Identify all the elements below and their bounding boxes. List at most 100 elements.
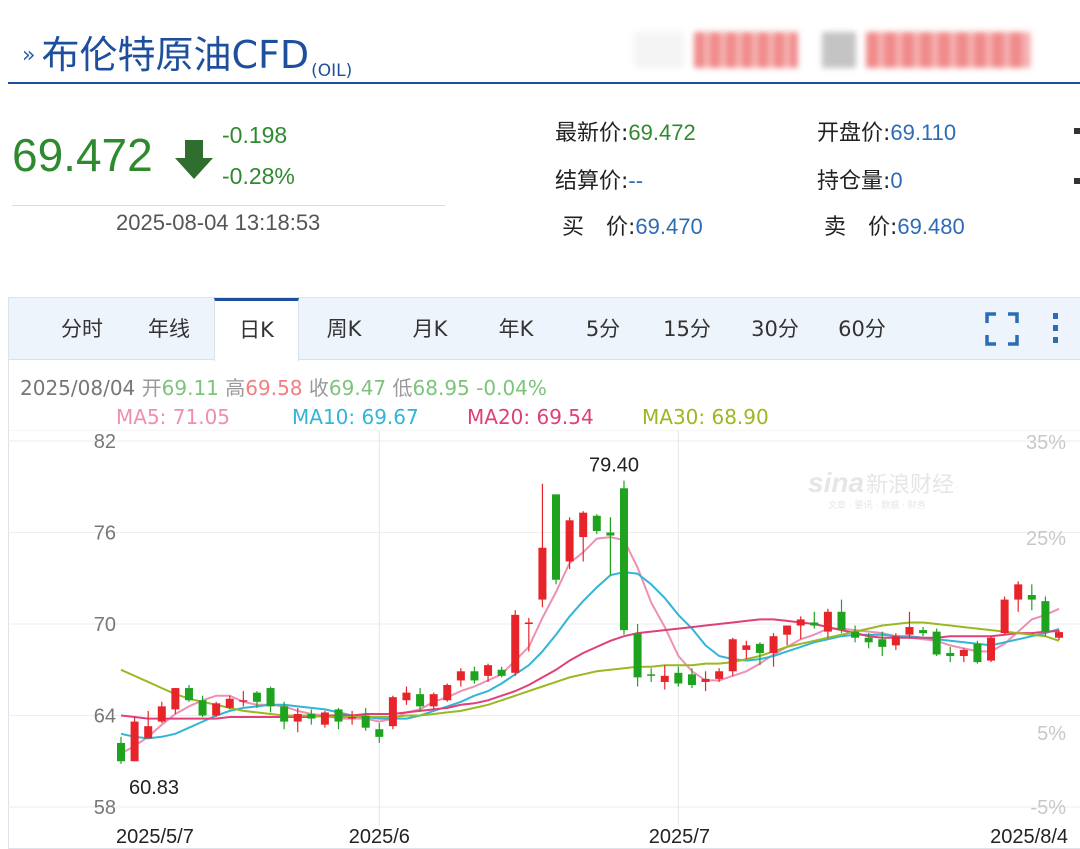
candle-body	[796, 619, 805, 626]
max-price-label: 79.40	[589, 455, 639, 477]
page-header: » 布伦特原油CFD (OIL)	[0, 0, 1080, 84]
field-label: 最新价:	[555, 121, 629, 146]
field-label: 买 价:	[562, 215, 636, 240]
tab-daily-k[interactable]: 日K	[214, 298, 299, 361]
quote-divider	[12, 205, 445, 206]
candle-body	[429, 694, 438, 707]
candle-body	[212, 703, 221, 716]
field-bid: 买 价:69.470	[562, 209, 703, 241]
y-pct-label: 25%	[1026, 528, 1066, 550]
candle-body	[184, 688, 193, 701]
clipped-field-mark	[1074, 178, 1080, 184]
candle-body	[606, 532, 615, 536]
ma10-line	[120, 571, 1060, 740]
blurred-link-1[interactable]	[694, 32, 798, 68]
candle-body	[919, 630, 928, 634]
candle-body	[293, 713, 302, 722]
candle-body	[117, 742, 125, 762]
tab-weekly-k[interactable]: 周K	[326, 317, 362, 341]
candle-body	[130, 721, 139, 762]
y-tick-label: 76	[94, 523, 116, 545]
candle-body	[1000, 599, 1009, 634]
candle-body	[946, 652, 955, 657]
candle-body	[687, 674, 696, 685]
fullscreen-icon[interactable]	[985, 312, 1019, 346]
kline-chart[interactable]: sina 新浪财经 文章 · 要讯 · 数据 · 财务 82 76 70 64 58 35…	[0, 430, 1080, 849]
tab-60min[interactable]: 60分	[838, 317, 886, 341]
x-tick-label: 2025/8/4	[990, 826, 1068, 848]
ma20-line	[120, 618, 1060, 720]
candle-body	[524, 622, 533, 624]
candle-body	[864, 637, 873, 643]
candle-body	[1041, 601, 1050, 632]
candle-body	[837, 611, 846, 631]
tab-15min[interactable]: 15分	[663, 317, 711, 341]
tab-year-line[interactable]: 年线	[148, 317, 190, 341]
candle-body	[375, 729, 384, 737]
min-price-label: 60.83	[129, 777, 179, 799]
candle-body	[157, 706, 166, 722]
info-high: 69.58	[245, 376, 303, 400]
field-value: 0	[890, 168, 903, 193]
ma20-legend: MA20: 69.54	[467, 405, 594, 429]
down-arrow-icon	[175, 140, 213, 179]
tab-30min[interactable]: 30分	[751, 317, 799, 341]
y-tick-label: 70	[94, 614, 116, 636]
candle-body	[823, 611, 832, 632]
candle-body	[239, 700, 248, 702]
tab-5min[interactable]: 5分	[585, 317, 621, 341]
candle-body	[783, 625, 792, 635]
info-date: 2025/08/04	[20, 376, 136, 400]
candle-body	[728, 639, 737, 672]
candle-body	[334, 709, 343, 722]
candle-body	[1055, 632, 1063, 638]
field-value: 69.480	[897, 214, 965, 239]
field-last: 最新价:69.472	[555, 115, 696, 147]
blurred-link-2[interactable]	[866, 32, 1030, 68]
candle-body	[973, 643, 982, 663]
info-low: 68.95	[412, 376, 470, 400]
candle-body	[959, 649, 968, 657]
candle-body	[171, 688, 180, 710]
ma10-legend: MA10: 69.67	[292, 405, 419, 429]
info-open-label: 开	[141, 376, 162, 400]
ma-value: 69.67	[361, 405, 419, 429]
candle-body	[456, 671, 465, 681]
info-open: 69.11	[161, 376, 219, 400]
candle-body	[633, 633, 642, 678]
candle-body	[619, 488, 628, 631]
ma-label: MA20:	[467, 405, 531, 429]
clipped-field-mark	[1074, 128, 1080, 134]
candle-body	[715, 671, 724, 679]
candle-body	[266, 688, 275, 707]
ma-value: 71.05	[172, 405, 231, 429]
candle-body	[484, 665, 493, 676]
y-tick-label: 58	[94, 797, 116, 819]
ma-value: 68.90	[711, 405, 769, 429]
candle-body	[565, 520, 574, 562]
y-tick-label: 82	[94, 431, 116, 453]
tab-yearly-k[interactable]: 年K	[498, 317, 534, 341]
more-vertical-icon[interactable]	[1049, 312, 1063, 346]
candle-body	[252, 692, 261, 702]
x-tick-label: 2025/5/7	[116, 826, 194, 848]
candle-body	[470, 671, 479, 681]
blurred-logo	[634, 32, 684, 68]
candle-body	[497, 669, 506, 676]
ma-lines	[120, 536, 1060, 755]
y-tick-label: 64	[94, 706, 116, 728]
candle-body	[701, 678, 710, 682]
info-low-label: 低	[392, 376, 413, 400]
candle-body	[320, 712, 329, 725]
field-label: 卖 价:	[824, 215, 898, 240]
field-value: --	[628, 168, 644, 193]
x-tick-label: 2025/6	[349, 826, 410, 848]
tab-intraday[interactable]: 分时	[61, 317, 103, 341]
instrument-title: » 布伦特原油CFD (OIL)	[22, 24, 352, 81]
candle-body	[1027, 595, 1036, 600]
watermark-subtext: 文章 · 要讯 · 数据 · 财务	[828, 499, 926, 511]
tab-monthly-k[interactable]: 月K	[412, 317, 448, 341]
candle-body	[579, 512, 588, 538]
blurred-avatar[interactable]	[822, 32, 856, 68]
candle-body	[348, 717, 357, 719]
